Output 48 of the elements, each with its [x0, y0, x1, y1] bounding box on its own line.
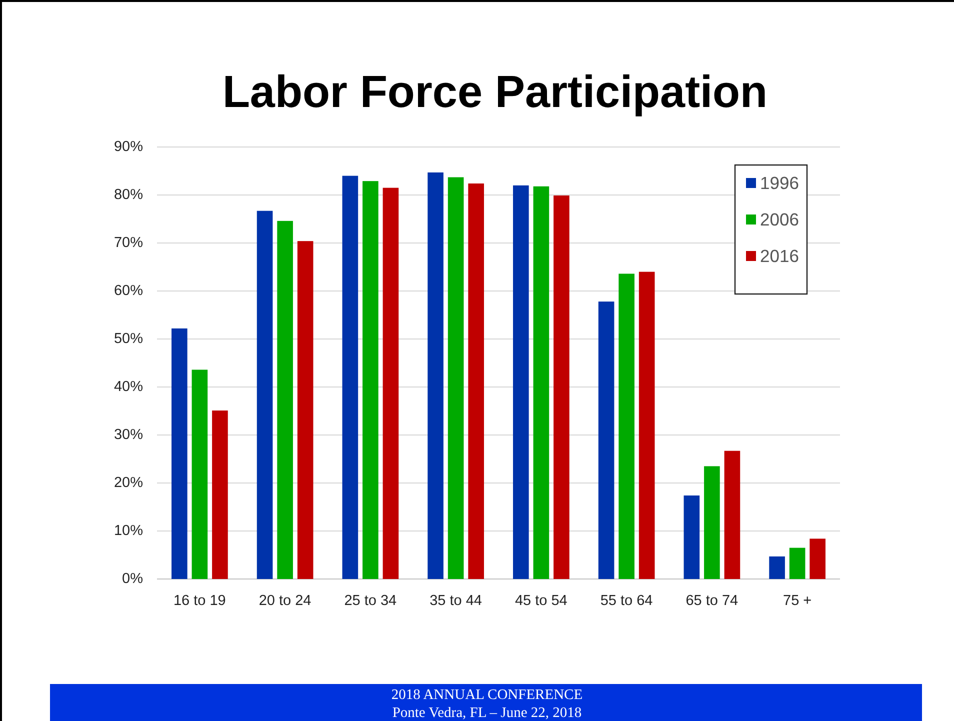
- bar: [362, 181, 378, 579]
- y-tick-label: 30%: [114, 427, 144, 443]
- bar: [448, 177, 464, 579]
- bar: [810, 538, 826, 579]
- bar: [533, 186, 550, 579]
- x-tick-label: 35 to 44: [430, 593, 482, 609]
- y-tick-label: 0%: [122, 571, 144, 587]
- bar: [684, 495, 700, 579]
- y-tick-label: 10%: [114, 523, 144, 539]
- legend-label: 2006: [760, 210, 799, 230]
- y-tick-label: 80%: [114, 187, 144, 203]
- bar: [618, 274, 634, 579]
- legend-label: 1996: [760, 173, 799, 193]
- bar: [172, 328, 188, 579]
- bar: [277, 220, 293, 579]
- bar: [256, 210, 273, 579]
- bar: [428, 172, 444, 579]
- y-tick-label: 70%: [114, 235, 144, 251]
- bar: [789, 548, 806, 579]
- x-tick-label: 75 +: [783, 593, 812, 609]
- bar: [297, 241, 314, 579]
- y-tick-label: 40%: [114, 379, 144, 395]
- x-tick-label: 25 to 34: [344, 593, 397, 609]
- text: Ponte Vedra, FL – June 22, 2018: [392, 705, 582, 721]
- x-tick-label: 65 to 74: [686, 593, 738, 609]
- y-tick-label: 50%: [114, 331, 144, 347]
- x-tick-label: 20 to 24: [258, 593, 312, 609]
- bar: [724, 450, 740, 579]
- bar: [342, 176, 358, 579]
- bar: [704, 466, 720, 579]
- x-tick-label: 45 to 54: [514, 593, 568, 609]
- bar: [192, 370, 208, 579]
- bar: [212, 410, 228, 579]
- y-tick-label: 20%: [114, 475, 144, 491]
- bar: [598, 302, 614, 579]
- x-tick-label: 16 to 19: [173, 593, 226, 609]
- bar: [513, 185, 529, 579]
- bar: [554, 195, 570, 579]
- bar: [382, 188, 399, 579]
- chart-title: Labor Force Participation: [222, 66, 768, 117]
- bar: [638, 272, 655, 579]
- legend-label: 2016: [760, 246, 799, 266]
- bar: [468, 183, 484, 579]
- x-tick-label: 55 to 64: [600, 593, 653, 609]
- y-tick-label: 60%: [114, 283, 144, 299]
- bar: [769, 556, 785, 579]
- y-tick-label: 90%: [114, 139, 144, 155]
- text: 2018 ANNUAL CONFERENCE: [391, 687, 583, 703]
